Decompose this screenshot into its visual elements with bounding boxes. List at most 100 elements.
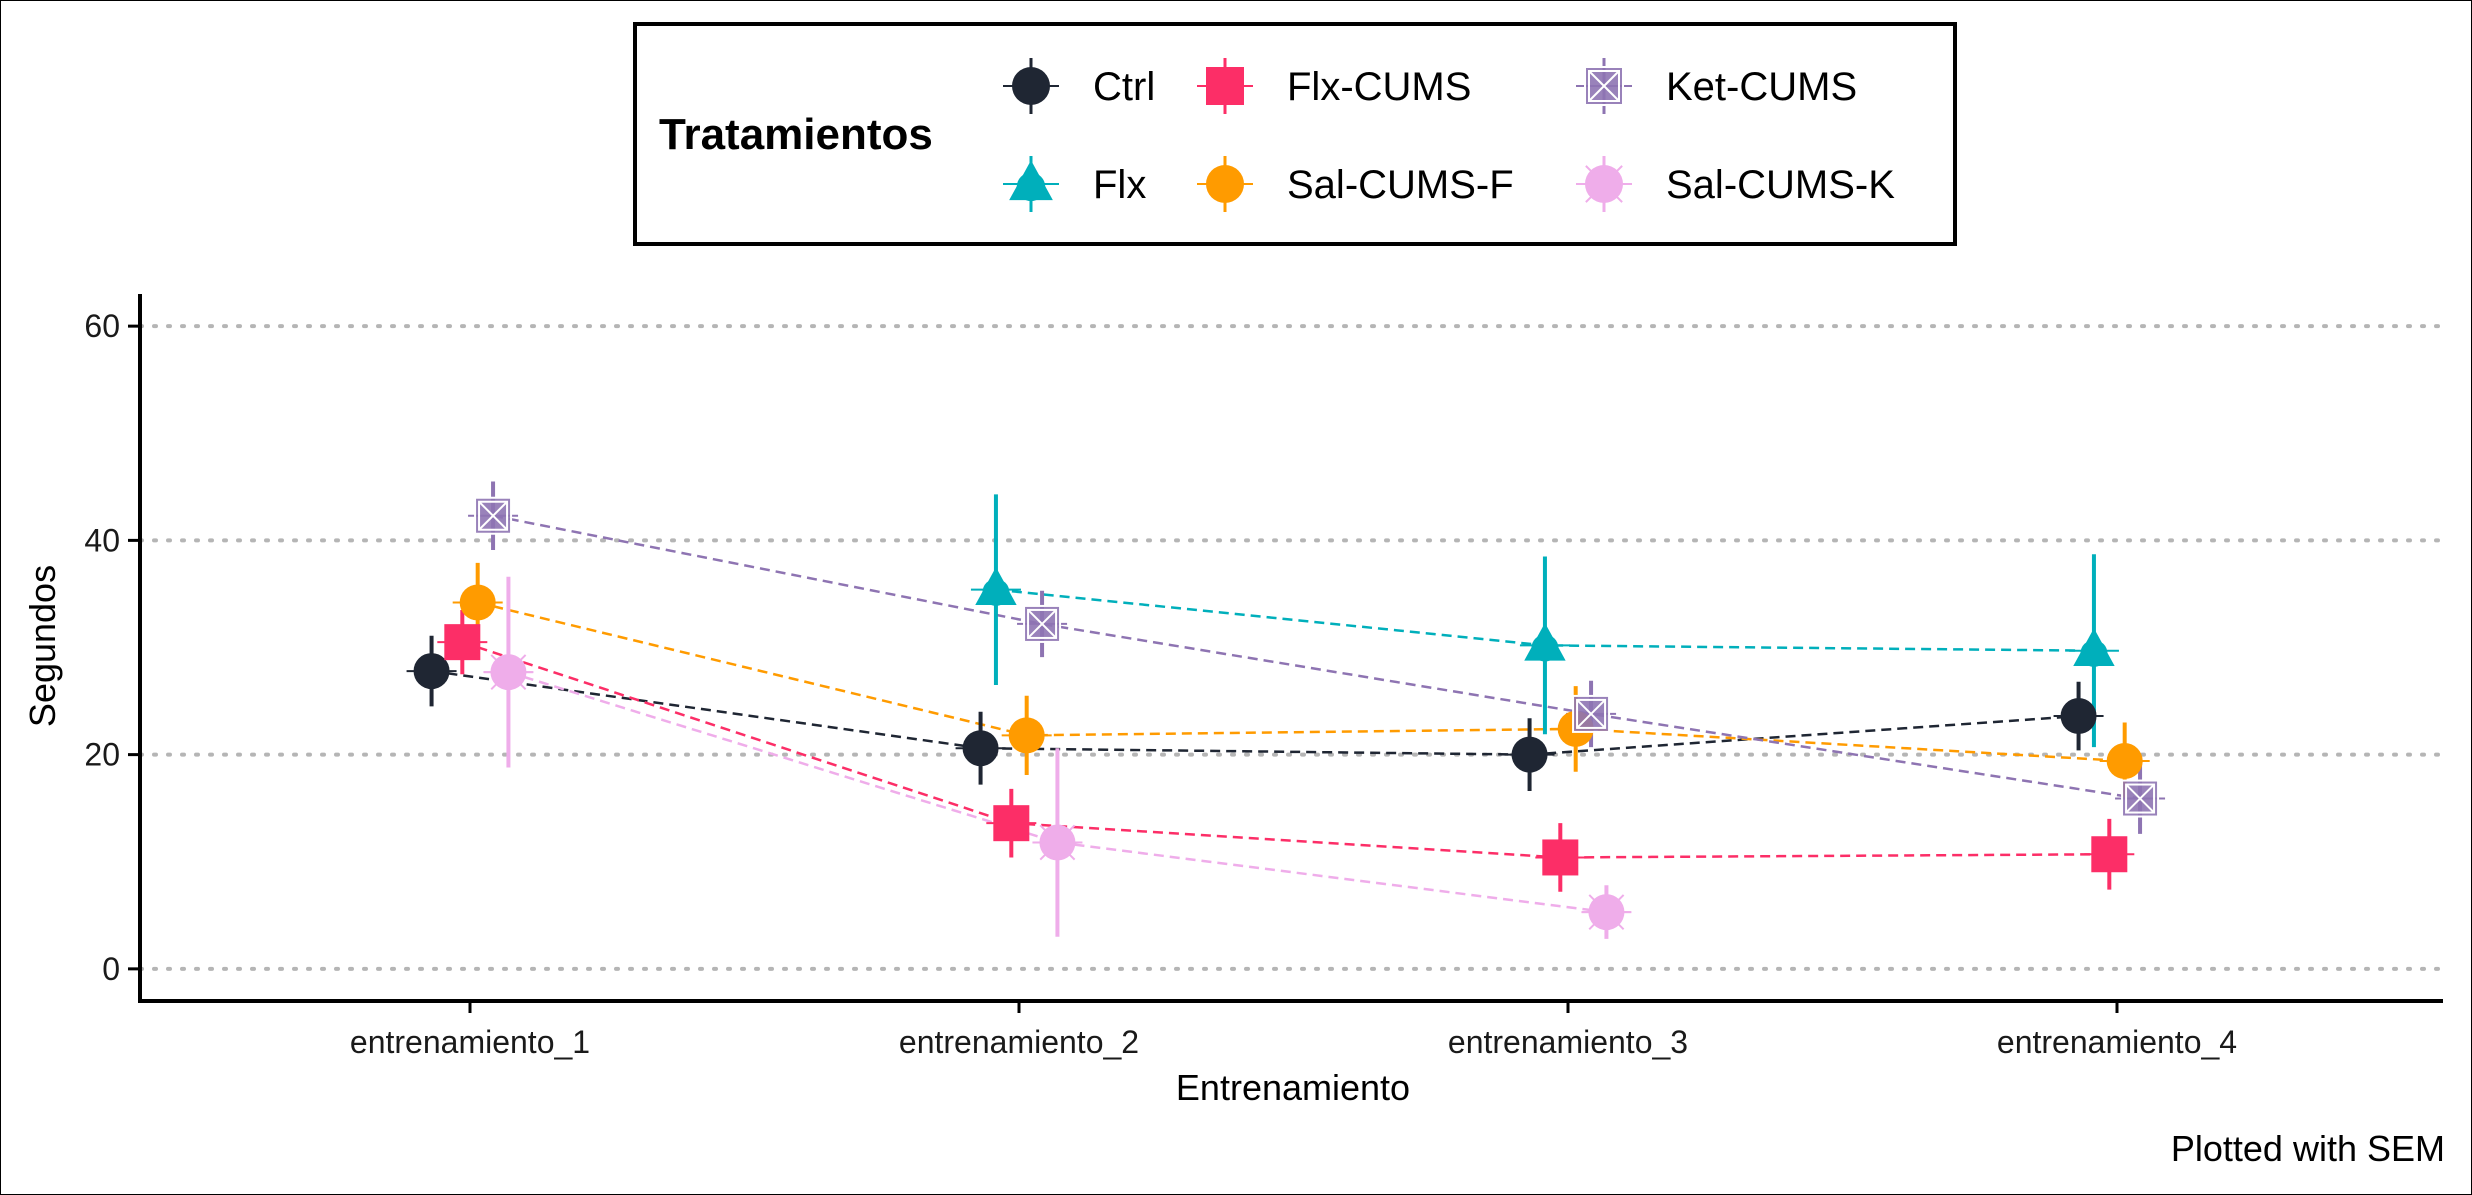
data-point-sal-cums-k — [484, 647, 533, 697]
data-point-flx — [1524, 622, 1566, 662]
x-tick-label: entrenamiento_3 — [1448, 1024, 1688, 1060]
marker-circle — [1511, 736, 1548, 773]
data-point-sal-cums-k — [1033, 818, 1082, 867]
y-axis-title: Segundos — [22, 565, 63, 727]
y-tick-label: 60 — [84, 308, 120, 344]
gridlines — [138, 324, 2445, 971]
marker-circle — [459, 584, 496, 621]
data-point-sal-cums-f — [1008, 717, 1045, 754]
marker-circle-star — [1588, 894, 1625, 931]
marker-square-x-inner — [1027, 608, 1058, 639]
data-point-flx — [975, 567, 1017, 606]
marker-triangle-body — [982, 578, 1010, 606]
marker-square-x-inner — [478, 500, 509, 531]
data-point-ctrl — [962, 730, 999, 767]
legend-label: Sal-CUMS-F — [1287, 163, 1514, 207]
marker-spike — [1614, 165, 1623, 174]
x-axis-title: Entrenamiento — [1176, 1067, 1410, 1108]
marker-square — [993, 805, 1030, 842]
legend-entry-ctrl: Ctrl — [1003, 58, 1155, 114]
marker-square-x-inner — [1576, 698, 1607, 729]
legend-marker — [1206, 67, 1244, 105]
marker-circle-star — [490, 654, 527, 691]
series-lines — [431, 514, 2141, 914]
data-point-sal-cums-f — [459, 584, 496, 621]
data-point-sal-cums-f — [2106, 743, 2143, 780]
legend-label: Ket-CUMS — [1666, 65, 1857, 109]
marker-spike — [1067, 852, 1076, 861]
marker-spike — [1614, 194, 1623, 203]
marker-spike — [1616, 922, 1625, 930]
marker-square-x-diag — [478, 501, 508, 531]
marker-spike — [1039, 852, 1048, 861]
legend-marker — [1012, 67, 1050, 105]
legend-marker — [1584, 66, 1624, 106]
legend-items: Ctrl Flx Flx-CUMS Sal-CUMS-F Ket-CUMS Sal-CUM… — [1003, 58, 1895, 212]
series-line-ket-cums — [492, 514, 2141, 800]
marker-circle — [413, 653, 450, 690]
x-tick-label: entrenamiento_1 — [350, 1024, 590, 1060]
legend: Tratamientos Ctrl Flx Flx-CUMS Sal-CUMS-F Ke… — [633, 22, 1957, 246]
marker-spike — [490, 682, 499, 691]
legend-entry-flx: Flx — [1003, 156, 1146, 212]
marker-circle — [962, 730, 999, 767]
data-points — [413, 496, 2160, 937]
legend-title: Tratamientos — [659, 110, 933, 159]
x-ticks: entrenamiento_1 entrenamiento_2 entrenamie… — [350, 1001, 2237, 1060]
legend-label: Ctrl — [1093, 65, 1155, 109]
marker-circle — [1012, 67, 1050, 105]
legend-entry-sal-cums-f: Sal-CUMS-F — [1197, 156, 1514, 212]
marker-spike — [1588, 922, 1597, 930]
x-tick-label: entrenamiento_2 — [899, 1024, 1139, 1060]
marker-square-x-inner — [2125, 783, 2156, 814]
marker-circle — [2060, 698, 2097, 735]
marker-square-x-diag — [1027, 609, 1057, 639]
data-point-sal-cums-k — [1582, 887, 1631, 937]
y-tick-label: 40 — [84, 522, 120, 558]
marker-circle — [2106, 743, 2143, 780]
series-line-flx-cums — [461, 640, 2110, 859]
marker-spike — [1067, 824, 1076, 833]
data-point-flx-cums — [2091, 836, 2128, 873]
x-tick-label: entrenamiento_4 — [1997, 1024, 2237, 1060]
marker-circle — [1008, 717, 1045, 754]
data-point-flx — [2073, 628, 2115, 667]
marker-square — [1206, 67, 1244, 105]
marker-spike — [518, 654, 527, 663]
data-point-flx-cums — [444, 624, 481, 661]
marker-spike — [518, 682, 527, 691]
marker-circle — [1206, 165, 1244, 203]
series-line-sal-cums-f — [477, 601, 2125, 763]
data-point-ctrl — [2060, 698, 2097, 735]
marker-square — [444, 624, 481, 661]
y-tick-label: 20 — [84, 737, 120, 773]
marker-spike — [1588, 894, 1597, 902]
data-point-flx-cums — [1542, 839, 1579, 876]
marker-triangle-body — [1016, 172, 1046, 202]
legend-entry-flx-cums: Flx-CUMS — [1197, 58, 1471, 114]
marker-circle-star — [1585, 165, 1623, 203]
legend-marker — [1009, 160, 1053, 202]
data-point-flx-cums — [993, 805, 1030, 842]
legend-entry-ket-cums: Ket-CUMS — [1576, 58, 1857, 114]
marker-spike — [1039, 824, 1048, 833]
marker-square — [2091, 836, 2128, 873]
data-point-ket-cums — [2121, 779, 2160, 818]
legend-label: Flx — [1093, 163, 1146, 207]
marker-spike — [490, 654, 499, 663]
marker-square-x-diag — [1588, 70, 1620, 102]
legend-marker — [1578, 158, 1630, 210]
marker-circle-star — [1039, 824, 1076, 861]
data-point-ket-cums — [1572, 694, 1611, 733]
marker-spike — [1616, 894, 1625, 902]
legend-marker — [1206, 165, 1244, 203]
marker-spike — [1585, 194, 1594, 203]
data-point-ket-cums — [1023, 604, 1062, 643]
y-tick-label: 0 — [102, 951, 120, 987]
marker-triangle-body — [2080, 639, 2108, 667]
marker-square-x-diag — [2125, 783, 2155, 814]
series-line-ctrl — [431, 669, 2079, 756]
data-point-ket-cums — [474, 496, 513, 535]
